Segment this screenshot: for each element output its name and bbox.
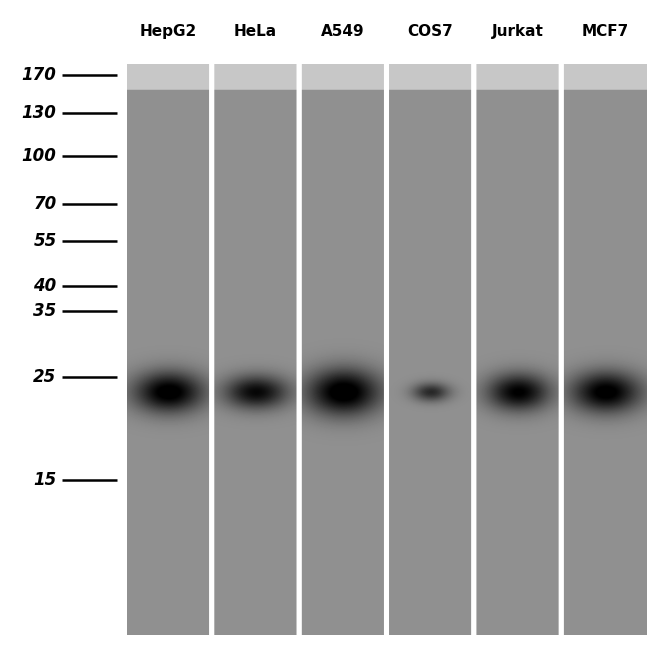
Text: HepG2: HepG2: [140, 24, 197, 39]
Text: 55: 55: [33, 232, 57, 250]
Text: 100: 100: [21, 146, 57, 165]
Text: Jurkat: Jurkat: [492, 24, 544, 39]
Text: 130: 130: [21, 104, 57, 122]
Text: 170: 170: [21, 65, 57, 84]
Text: 15: 15: [33, 470, 57, 489]
Text: HeLa: HeLa: [234, 24, 277, 39]
Text: MCF7: MCF7: [582, 24, 629, 39]
Text: 25: 25: [33, 368, 57, 386]
Text: A549: A549: [321, 24, 365, 39]
Text: COS7: COS7: [408, 24, 453, 39]
Text: 35: 35: [33, 302, 57, 320]
Text: 70: 70: [33, 195, 57, 213]
Text: 40: 40: [33, 277, 57, 295]
